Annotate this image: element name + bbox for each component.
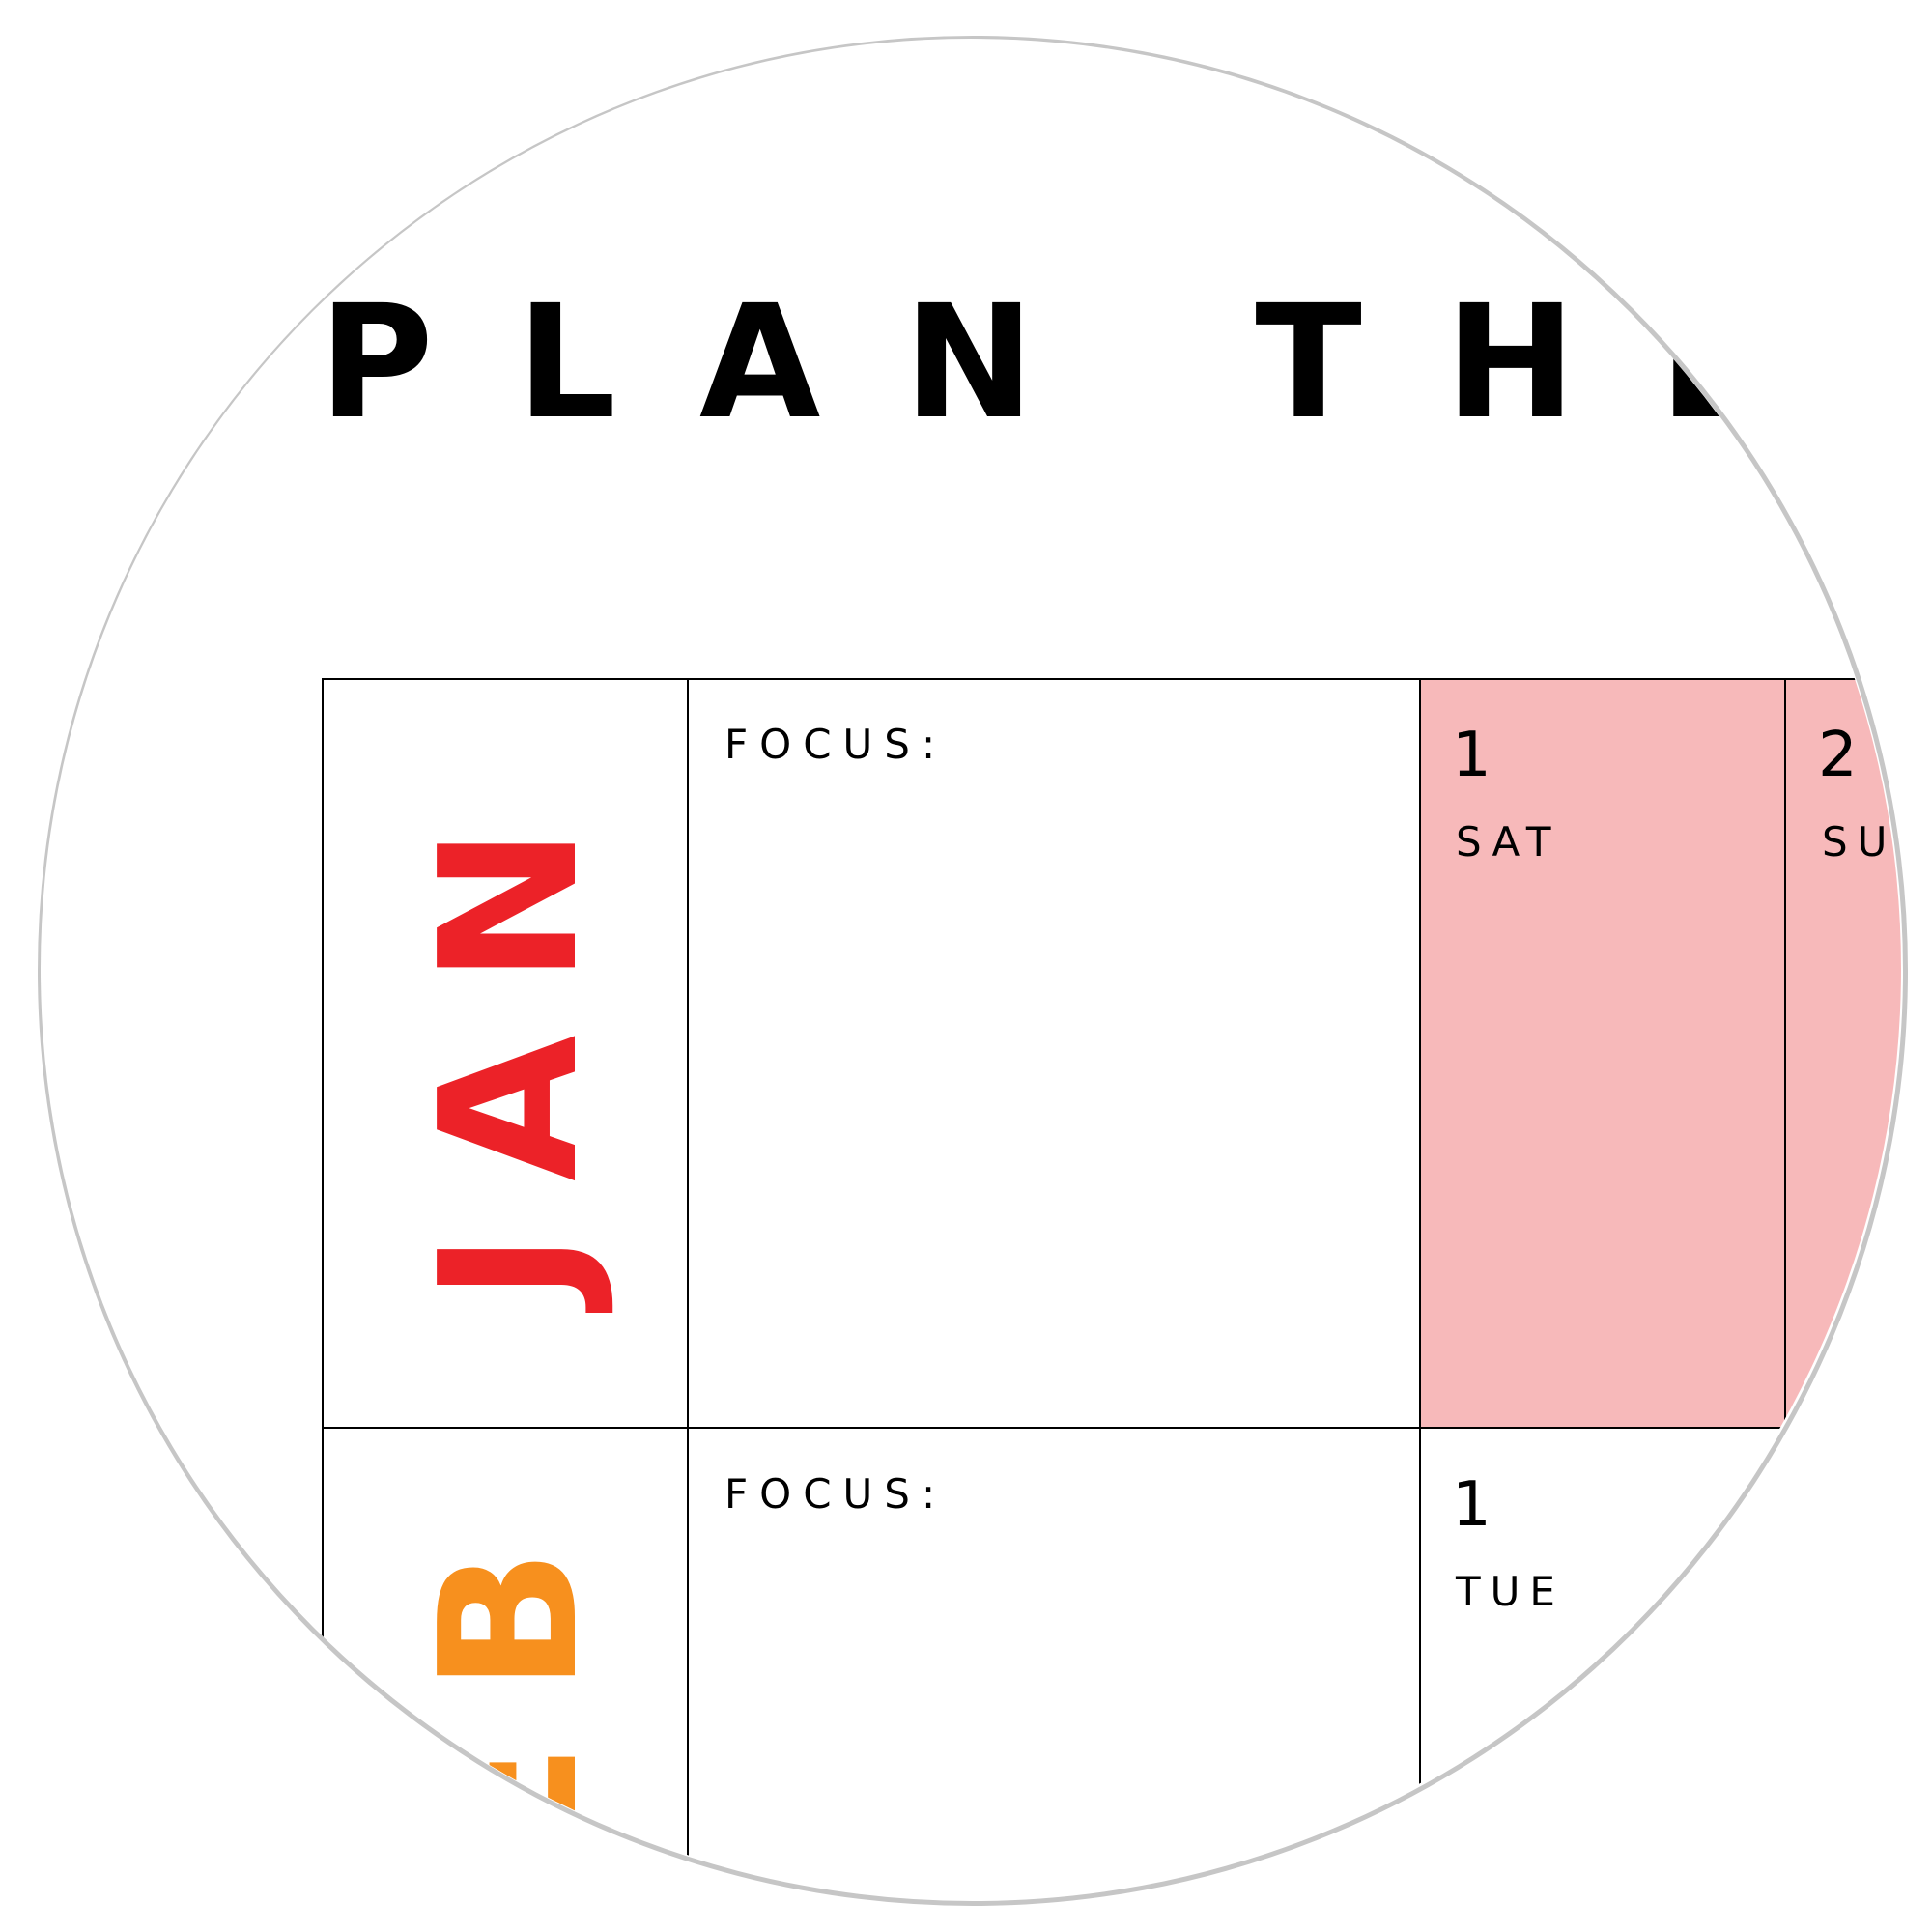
focus-label-jan: FOCUS:: [724, 721, 948, 768]
zoom-lens: PLAN THE Y JAN FOCUS: 1 SAT 2 SUN FEB FO…: [41, 39, 1901, 1899]
day-cell-jan-2[interactable]: [1785, 678, 1901, 1428]
grid-line-day1: [1419, 678, 1421, 1899]
day-number-feb-1: 1: [1452, 1469, 1492, 1541]
day-cell-jan-1[interactable]: [1420, 678, 1785, 1428]
grid-line-left: [322, 678, 324, 1899]
month-label-jan: JAN: [400, 776, 620, 1302]
grid-line-day2: [1784, 678, 1786, 1428]
grid-line-top: [323, 678, 1901, 680]
planner-title: PLAN THE Y: [319, 272, 1901, 454]
day-name-jan-2: SUN: [1822, 818, 1901, 866]
planner-page: PLAN THE Y JAN FOCUS: 1 SAT 2 SUN FEB FO…: [41, 39, 1901, 1899]
month-label-feb: FEB: [400, 1497, 620, 1899]
focus-label-feb: FOCUS:: [724, 1470, 948, 1518]
grid-line-focus: [687, 678, 689, 1899]
focus-cell-jan[interactable]: [688, 678, 1420, 1428]
grid-line-mid: [323, 1427, 1901, 1429]
day-number-jan-1: 1: [1452, 720, 1492, 791]
day-name-jan-1: SAT: [1456, 818, 1561, 866]
day-number-jan-2: 2: [1818, 720, 1858, 791]
day-name-feb-1: TUE: [1456, 1568, 1565, 1615]
